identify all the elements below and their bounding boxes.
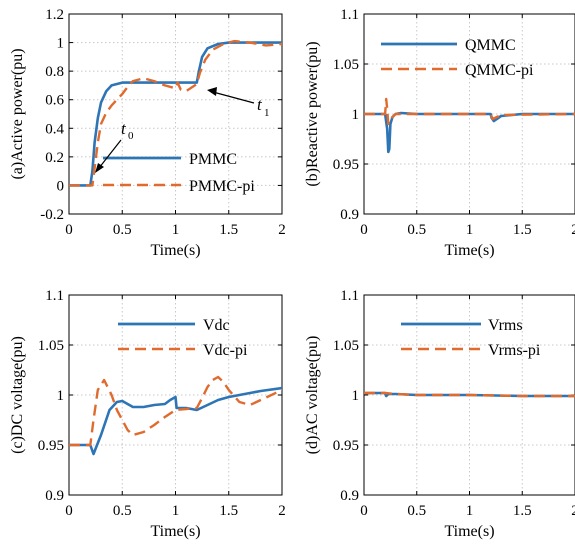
x-tick-label: 2 bbox=[278, 222, 286, 238]
y-tick-label: 1.1 bbox=[340, 288, 359, 304]
y-axis-label: (c)DC voltage(pu) bbox=[9, 336, 26, 454]
x-tick-label: 1.5 bbox=[219, 222, 238, 238]
plot-area bbox=[364, 97, 575, 154]
x-tick-label: 0.5 bbox=[407, 503, 426, 519]
y-axis-label: (a)Active power(pu) bbox=[9, 48, 26, 179]
annotation-arrowhead-t1 bbox=[207, 87, 217, 96]
panel-b: 0 0.5 1 1.5 2 0.9 0.95 1 1.05 1.1 Time(s) (b)Reacti… bbox=[304, 7, 575, 259]
x-tick-label: 1 bbox=[466, 503, 474, 519]
series-line-qmmc-pi bbox=[364, 97, 575, 126]
annotation-t0: t bbox=[121, 119, 127, 138]
y-axis-label: (b)Reactive power(pu) bbox=[304, 41, 321, 186]
legend-label: QMMC-pi bbox=[465, 62, 534, 79]
annotation-t1-sub: 1 bbox=[264, 107, 270, 119]
legend-label: PMMC-pi bbox=[189, 178, 255, 195]
legend-label: PMMC bbox=[189, 151, 237, 168]
panel-a: 0 0.5 1 1.5 2-0.200.20.40.60.811.2Time(s)(a)… bbox=[9, 7, 286, 259]
annotation-arrow-t1 bbox=[212, 91, 255, 104]
y-tick-label: 1.1 bbox=[340, 7, 359, 23]
y-tick-label: 1 bbox=[352, 107, 360, 123]
legend-label: Vrms bbox=[488, 317, 523, 334]
annotation-arrowhead-t0 bbox=[95, 163, 104, 173]
x-tick-label: 0 bbox=[65, 222, 73, 238]
panel-d: 0 0.5 1 1.5 2 0.9 0.95 1 1.05 1.1 Time(s) (d)AC vol… bbox=[304, 288, 575, 540]
y-tick-label: 0.6 bbox=[45, 93, 64, 109]
x-tick-label: 1.5 bbox=[513, 222, 532, 238]
y-tick-label: 0.9 bbox=[340, 207, 359, 223]
annotation-t0-sub: 0 bbox=[128, 130, 134, 142]
legend-label: QMMC bbox=[465, 37, 516, 54]
y-tick-label: 0.4 bbox=[45, 121, 64, 137]
x-axis-label: Time(s) bbox=[444, 242, 494, 259]
x-tick-label: 1 bbox=[466, 222, 474, 238]
x-tick-label: 0.5 bbox=[113, 503, 132, 519]
y-tick-label: 1.2 bbox=[45, 7, 64, 23]
y-tick-label: -0.2 bbox=[40, 207, 64, 223]
x-tick-label: 2 bbox=[571, 222, 575, 238]
x-tick-label: 0.5 bbox=[113, 222, 132, 238]
legend-label: Vdc-pi bbox=[203, 342, 248, 359]
y-tick-label: 0.9 bbox=[45, 488, 64, 504]
y-tick-label: 0.95 bbox=[333, 157, 359, 173]
plot-area bbox=[69, 39, 282, 187]
y-tick-label: 0.95 bbox=[333, 438, 359, 454]
x-tick-label: 0 bbox=[360, 222, 368, 238]
series-line-vdc-pi bbox=[69, 375, 282, 447]
series-line-vrms-pi bbox=[364, 391, 575, 398]
x-axis-label: Time(s) bbox=[150, 242, 200, 259]
annotation-t1: t bbox=[257, 95, 263, 114]
annotation-arrow-t0 bbox=[98, 139, 122, 169]
series-line-vdc bbox=[69, 386, 282, 456]
panel-c: 0 0.5 1 1.5 2 0.9 0.95 1 1.05 1.1 Time(s) (c)DC vol… bbox=[9, 288, 286, 540]
y-tick-label: 1.1 bbox=[45, 288, 64, 304]
x-tick-label: 0.5 bbox=[407, 222, 426, 238]
x-tick-label: 2 bbox=[278, 503, 286, 519]
x-axis-label: Time(s) bbox=[150, 523, 200, 540]
y-tick-label: 0.95 bbox=[38, 438, 64, 454]
y-tick-label: 0 bbox=[57, 178, 65, 194]
x-tick-label: 1 bbox=[172, 222, 180, 238]
plot-area bbox=[69, 375, 282, 456]
x-tick-label: 2 bbox=[571, 503, 575, 519]
x-tick-label: 1.5 bbox=[513, 503, 532, 519]
y-tick-label: 0.9 bbox=[340, 488, 359, 504]
legend-label: Vdc bbox=[203, 317, 230, 334]
y-tick-label: 1.05 bbox=[333, 338, 359, 354]
x-axis-label: Time(s) bbox=[444, 523, 494, 540]
series-line-pmmc bbox=[69, 41, 282, 187]
y-tick-label: 1.05 bbox=[333, 57, 359, 73]
y-axis-label: (d)AC voltage(pu) bbox=[304, 336, 321, 455]
y-tick-label: 0.2 bbox=[45, 150, 64, 166]
y-tick-label: 1.05 bbox=[38, 338, 64, 354]
x-tick-label: 1.5 bbox=[219, 503, 238, 519]
legend-label: Vrms-pi bbox=[488, 342, 541, 359]
series-line-pmmc-pi bbox=[69, 39, 282, 187]
x-tick-label: 0 bbox=[65, 503, 73, 519]
y-tick-label: 1 bbox=[352, 388, 360, 404]
x-tick-label: 0 bbox=[360, 503, 368, 519]
y-tick-label: 1 bbox=[57, 388, 65, 404]
x-tick-label: 1 bbox=[172, 503, 180, 519]
y-tick-label: 1 bbox=[57, 36, 65, 52]
y-tick-label: 0.8 bbox=[45, 64, 64, 80]
series-line-qmmc bbox=[364, 111, 575, 154]
plot-area bbox=[364, 391, 575, 398]
